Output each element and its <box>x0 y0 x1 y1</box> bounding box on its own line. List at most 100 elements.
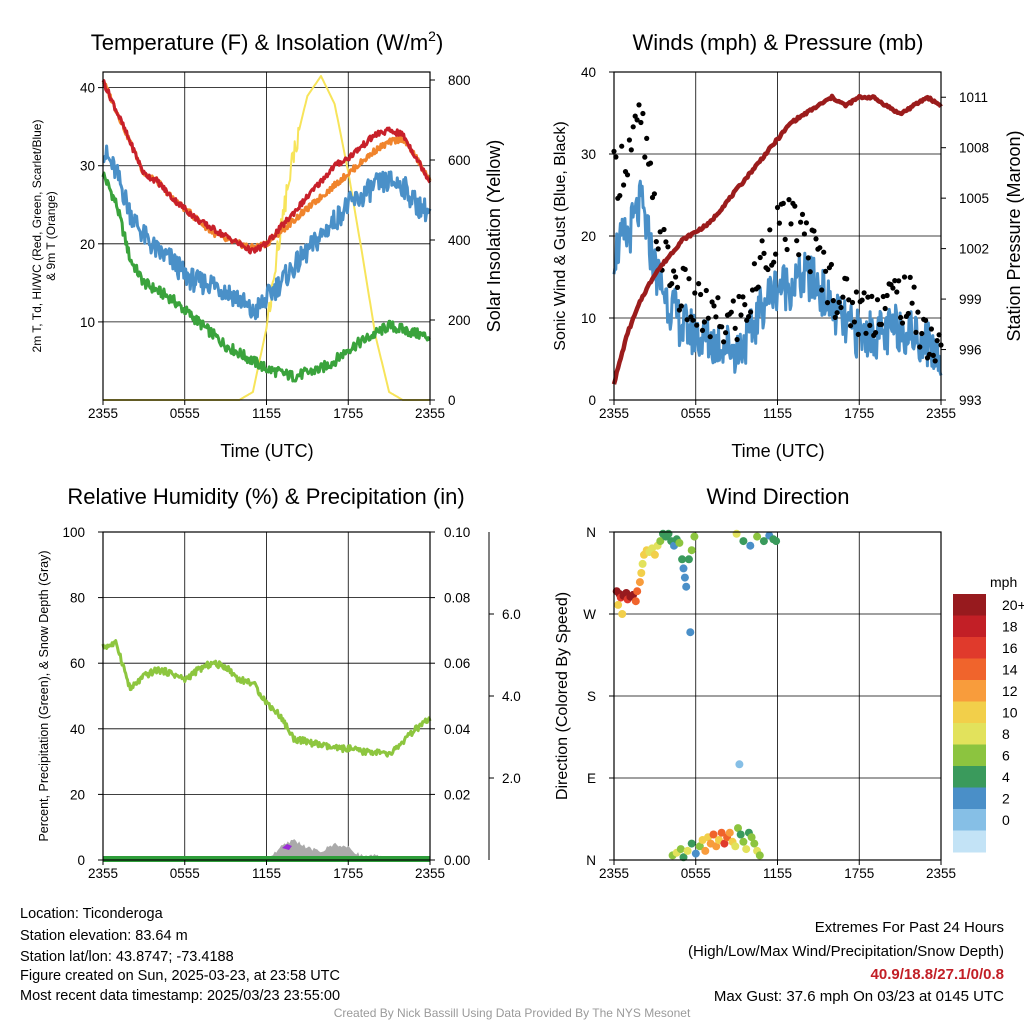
gust-point <box>874 297 881 303</box>
winds-y-label-text: Sonic Wind & Gust (Blue, Black) <box>552 121 569 350</box>
gust-point <box>911 284 917 290</box>
gust-point <box>663 239 669 245</box>
temp-title: Temperature (F) & Insolation (W/m2) <box>91 28 444 55</box>
latlon-text: Station lat/lon: 43.8747; -73.4188 <box>20 949 234 965</box>
gust-point <box>890 285 896 291</box>
wdir-title: Wind Direction <box>706 484 849 509</box>
winds-y-tick-label-0: 0 <box>588 393 596 408</box>
gust-point <box>794 238 800 244</box>
gust-point <box>896 278 902 284</box>
gust-point <box>617 193 623 199</box>
wdir-y-tick-label-0: N <box>586 853 596 868</box>
gust-point <box>665 244 671 250</box>
gust-point <box>905 310 911 317</box>
wind-direction-point <box>679 853 688 862</box>
wind-direction-point <box>618 610 627 618</box>
gust-point <box>796 252 802 258</box>
gust-point <box>851 319 858 325</box>
legend-swatch-7 <box>953 744 986 767</box>
x-tick-label-3: 1755 <box>844 866 874 881</box>
wind-direction-point <box>753 532 762 541</box>
gust-point <box>692 290 698 296</box>
x-tick-label-1: 0555 <box>681 866 711 881</box>
gust-point <box>863 330 869 336</box>
insolation-y-tick-label-4: 800 <box>448 73 471 88</box>
legend-swatch-3 <box>953 658 986 681</box>
temp-y-tick-label-2: 30 <box>80 159 95 174</box>
legend-label-4: 12 <box>1002 683 1018 699</box>
rh-grid <box>103 532 430 860</box>
wdir-y-tick-label-3: W <box>583 607 596 622</box>
winds-y-tick-label-2: 20 <box>581 229 596 244</box>
wdir-y-axis: N E S W N <box>583 525 614 868</box>
gust-point <box>657 229 663 235</box>
wind-direction-point <box>736 830 745 839</box>
wind-direction-point <box>772 537 781 546</box>
gust-point <box>728 309 734 315</box>
gust-point <box>715 295 721 301</box>
gust-point <box>690 317 696 323</box>
gust-point <box>776 220 783 226</box>
gust-point <box>651 191 658 197</box>
gust-point <box>844 276 850 282</box>
snow-y-tick-label-1: 4.0 <box>502 689 521 704</box>
gust-point <box>894 289 900 295</box>
legend-swatch-9 <box>953 787 986 810</box>
winds-y-tick-label-1: 10 <box>581 311 596 326</box>
temp-2m-line <box>101 79 432 255</box>
gust-point <box>798 219 804 225</box>
gust-point <box>721 339 727 345</box>
x-tick-label-4: 2355 <box>415 406 445 421</box>
gust-point <box>901 274 908 280</box>
insolation-y-tick-label-3: 600 <box>448 153 471 168</box>
legend-label-7: 6 <box>1002 747 1010 763</box>
location-text: Location: Ticonderoga <box>20 906 163 922</box>
wind-direction-point <box>682 582 691 591</box>
wind-direction-point <box>687 546 696 555</box>
wind-direction-point <box>717 828 726 837</box>
gust-point <box>742 302 748 308</box>
legend-label-2: 16 <box>1002 640 1018 656</box>
x-tick-label-2: 1155 <box>763 866 792 881</box>
winds-title: Winds (mph) & Pressure (mb) <box>633 30 924 55</box>
x-tick-label-4: 2355 <box>926 866 956 881</box>
x-tick-label-2: 1155 <box>252 406 281 421</box>
gust-point <box>709 299 715 305</box>
wind-direction-point <box>734 824 742 833</box>
wind-direction-point <box>742 845 751 854</box>
created-text: Figure created on Sun, 2025-03-23, at 23… <box>20 968 340 984</box>
temp-y-tick-label-1: 20 <box>80 237 95 252</box>
max-gust-text: Max Gust: 37.6 mph On 03/23 at 0145 UTC <box>713 988 1004 1005</box>
x-tick-label-0: 2355 <box>88 866 118 881</box>
pressure-line <box>611 93 943 385</box>
wind-direction-point <box>680 573 689 582</box>
winds-x-label: Time (UTC) <box>731 441 824 461</box>
gust-points <box>611 102 944 364</box>
precip-y-tick-label-4: 0.08 <box>444 591 470 606</box>
wdir-grid <box>614 532 941 860</box>
wind-direction-point <box>687 839 696 848</box>
winds-x-ticks: 2355 0555 1155 1755 2355 <box>599 400 956 421</box>
gust-point <box>653 239 659 245</box>
gust-point <box>919 330 925 337</box>
gust-point <box>644 135 650 141</box>
legend-swatch-1 <box>953 615 986 638</box>
legend-swatch-0 <box>953 594 986 616</box>
wind-direction-point <box>732 529 741 538</box>
speed-legend-title: mph <box>990 574 1017 590</box>
wdir-y-label-text: Direction (Colored By Speed) <box>554 592 571 800</box>
gust-point <box>817 245 823 251</box>
gust-point <box>686 276 692 282</box>
gust-point <box>913 329 919 335</box>
pressure-y-label: Station Pressure (Maroon) <box>1004 130 1024 341</box>
gust-point <box>755 284 761 290</box>
gust-point <box>882 305 888 312</box>
snow-y-tick-label-0: 2.0 <box>502 771 521 786</box>
gust-point <box>647 160 654 166</box>
wind-direction-point <box>709 830 718 839</box>
x-tick-label-3: 1755 <box>333 866 363 881</box>
gust-point <box>801 231 808 237</box>
rh-y-tick-label-5: 100 <box>62 525 85 540</box>
gust-point <box>811 228 817 234</box>
